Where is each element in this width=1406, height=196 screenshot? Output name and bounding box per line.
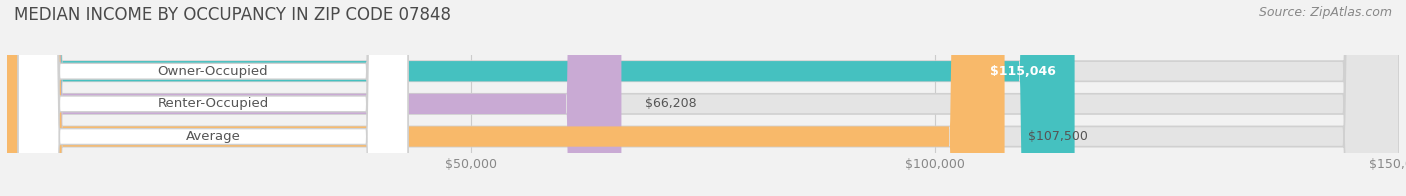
FancyBboxPatch shape: [18, 0, 408, 196]
FancyBboxPatch shape: [7, 0, 621, 196]
Text: $115,046: $115,046: [990, 65, 1056, 78]
Text: $107,500: $107,500: [1028, 130, 1088, 143]
Text: Source: ZipAtlas.com: Source: ZipAtlas.com: [1258, 6, 1392, 19]
FancyBboxPatch shape: [7, 0, 1074, 196]
Text: Owner-Occupied: Owner-Occupied: [157, 65, 269, 78]
FancyBboxPatch shape: [7, 0, 1005, 196]
Text: MEDIAN INCOME BY OCCUPANCY IN ZIP CODE 07848: MEDIAN INCOME BY OCCUPANCY IN ZIP CODE 0…: [14, 6, 451, 24]
FancyBboxPatch shape: [18, 0, 408, 196]
Text: Average: Average: [186, 130, 240, 143]
FancyBboxPatch shape: [7, 0, 1399, 196]
Text: Renter-Occupied: Renter-Occupied: [157, 97, 269, 110]
Text: $66,208: $66,208: [644, 97, 696, 110]
FancyBboxPatch shape: [7, 0, 1399, 196]
FancyBboxPatch shape: [7, 0, 1399, 196]
FancyBboxPatch shape: [18, 0, 408, 196]
